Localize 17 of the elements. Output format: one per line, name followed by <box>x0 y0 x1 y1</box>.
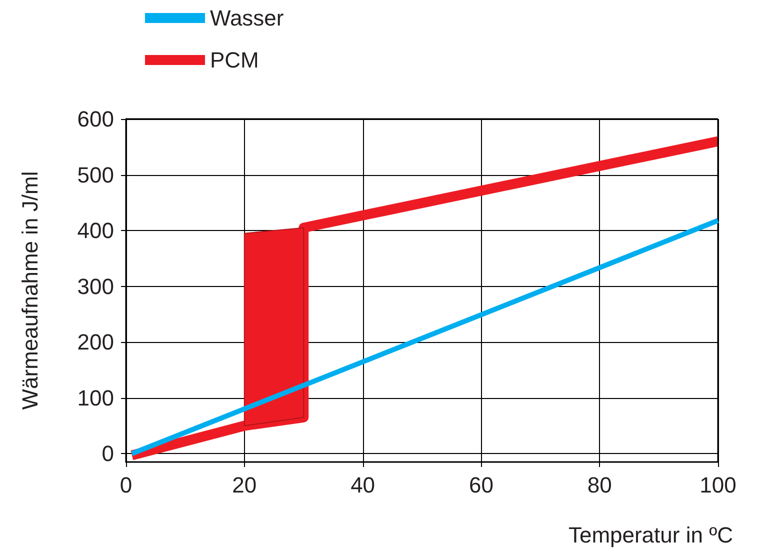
y-tick-label: 0 <box>102 441 114 466</box>
y-tick-label: 300 <box>77 274 114 299</box>
x-axis-title: Temperatur in ºC <box>568 522 734 548</box>
x-tick-label: 60 <box>468 472 494 498</box>
x-tick-label: 0 <box>120 472 132 498</box>
x-tick-label: 20 <box>232 472 257 498</box>
y-tick-label: 400 <box>77 218 114 244</box>
y-tick-label: 100 <box>77 385 114 410</box>
x-tick-label: 80 <box>587 472 612 498</box>
y-tick-label: 500 <box>77 162 114 188</box>
y-tick-label: 200 <box>77 330 114 355</box>
legend-label: Wasser <box>210 6 284 30</box>
x-tick-label: 100 <box>700 472 736 498</box>
y-axis-title: Wärmeaufnahme in J/ml <box>18 171 42 410</box>
x-tick-label: 40 <box>350 472 376 498</box>
y-tick-label: 600 <box>77 106 114 132</box>
legend-label: PCM <box>210 48 259 72</box>
